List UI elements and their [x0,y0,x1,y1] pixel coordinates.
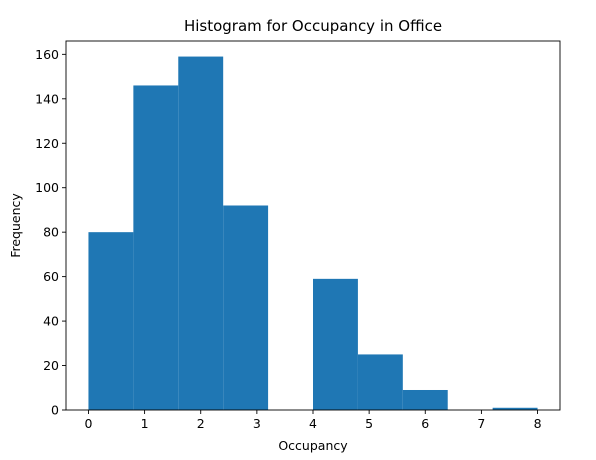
histogram-bar [492,407,538,410]
y-tick-label: 160 [35,47,59,62]
x-tick-label: 1 [141,416,149,431]
y-tick-label: 140 [35,91,59,106]
y-tick-label: 40 [43,314,59,329]
histogram-bar [313,278,358,410]
y-axis-ticks: 0 20 40 60 80 100 120 140 160 [35,47,66,418]
y-tick-label: 120 [35,136,59,151]
y-tick-label: 100 [35,180,59,195]
y-tick-label: 20 [43,358,59,373]
histogram-bar [223,205,269,410]
y-tick-label: 0 [51,403,59,418]
histogram-bar [88,232,134,410]
bars-group [88,56,538,411]
x-tick-label: 5 [365,416,373,431]
x-tick-label: 8 [534,416,542,431]
x-axis-label: Occupancy [278,438,348,453]
y-tick-label: 60 [43,269,59,284]
x-axis-ticks: 0 1 2 3 4 5 6 7 8 [84,410,542,431]
x-tick-label: 2 [197,416,205,431]
x-tick-label: 6 [421,416,429,431]
chart-title: Histogram for Occupancy in Office [184,17,442,35]
x-tick-label: 7 [477,416,485,431]
y-axis-label: Frequency [8,193,23,258]
histogram-bar [402,389,448,410]
histogram-bar [178,56,224,410]
histogram-bar [133,85,179,411]
x-tick-label: 4 [309,416,317,431]
histogram-bar [357,354,403,410]
x-tick-label: 0 [84,416,92,431]
x-tick-label: 3 [253,416,261,431]
y-tick-label: 80 [43,225,59,240]
